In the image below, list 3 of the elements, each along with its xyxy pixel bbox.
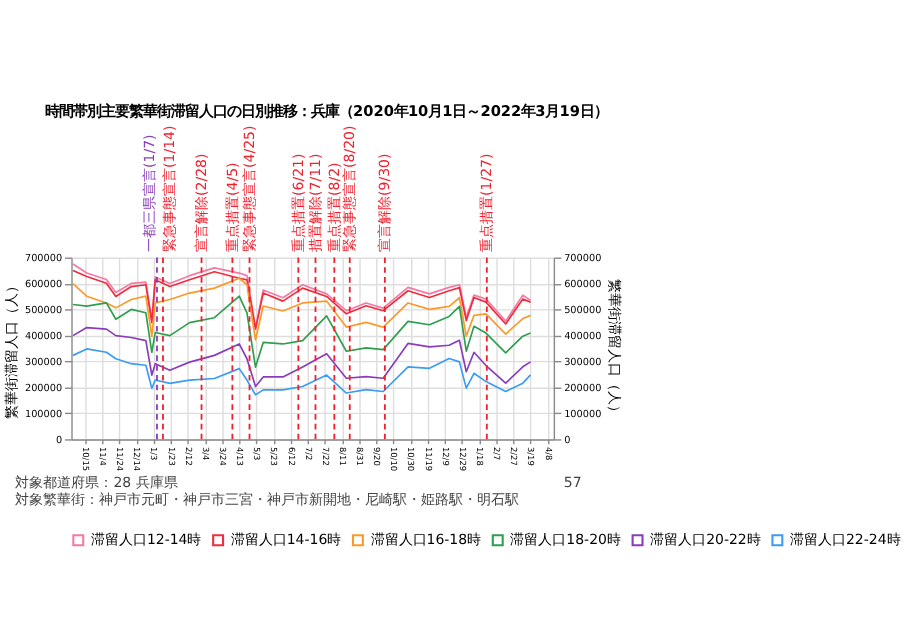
line-series: [72, 348, 532, 396]
line-series: [72, 277, 532, 341]
line-series: [72, 295, 532, 368]
